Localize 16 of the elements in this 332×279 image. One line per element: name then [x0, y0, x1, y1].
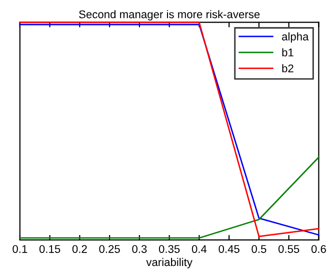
x-tick-label: 0.1	[12, 245, 28, 253]
x-tick-label: 0.5	[252, 245, 266, 253]
x-tick-label: 0.55	[278, 245, 300, 253]
legend-label: b2	[282, 64, 294, 72]
legend-label: b1	[282, 48, 294, 56]
x-tick-label: 0.2	[72, 245, 87, 253]
legend-label: alpha	[282, 32, 309, 43]
x-tick-label: 0.6	[311, 245, 326, 253]
x-tick-label: 0.3	[132, 245, 147, 253]
x-tick-label: 0.15	[39, 245, 60, 253]
x-tick-label: 0.25	[99, 245, 120, 253]
x-tick-label: 0.45	[218, 245, 240, 253]
chart-title: Second manager is more risk-averse	[79, 10, 260, 20]
x-tick-label: 0.35	[158, 245, 180, 253]
x-axis-title: variability	[146, 258, 192, 268]
x-tick-label: 0.4	[192, 245, 207, 253]
